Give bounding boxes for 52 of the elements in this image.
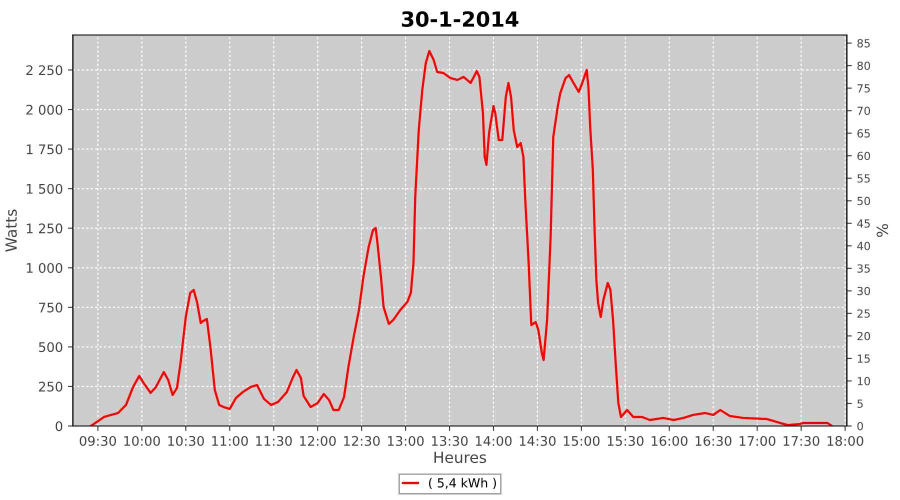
y2-tick-label: 35 xyxy=(857,264,870,273)
y-tick-label: 750 xyxy=(39,302,62,313)
y2-tick-label: 15 xyxy=(858,354,870,363)
y-tick-label: 2 250 xyxy=(26,65,62,76)
chart-title: 30-1-2014 xyxy=(402,11,518,27)
x-tick-label: 16:30 xyxy=(696,436,732,446)
y2-tick-label: 80 xyxy=(857,62,870,70)
y-tick-label: 2 000 xyxy=(26,104,62,115)
x-tick-label: 13:00 xyxy=(388,436,424,446)
y2-tick-label: 0 xyxy=(857,422,863,430)
x-tick-label: 11:00 xyxy=(212,436,248,446)
y-tick-label: 250 xyxy=(38,382,62,392)
x-tick-label: 17:30 xyxy=(784,436,820,446)
y2-tick-label: 25 xyxy=(857,309,870,318)
y2-tick-label: 45 xyxy=(857,219,870,228)
y2-tick-label: 50 xyxy=(857,196,870,206)
y-tick-label: 1 500 xyxy=(26,184,62,194)
x-tick-label: 14:30 xyxy=(520,436,556,446)
y2-tick-label: 70 xyxy=(858,106,870,116)
y2-tick-label: 85 xyxy=(857,39,870,48)
legend-label: ( 5,4 kWh ) xyxy=(429,478,496,490)
x-tick-label: 10:30 xyxy=(168,436,204,446)
y2-tick-label: 20 xyxy=(857,332,870,340)
x-tick-label: 15:30 xyxy=(608,436,644,446)
x-tick-label: 09:30 xyxy=(80,436,116,446)
y-tick-label: 1 250 xyxy=(26,223,62,234)
x-tick-label: 16:00 xyxy=(652,436,688,446)
x-tick-label: 18:00 xyxy=(828,436,864,446)
x-tick-label: 13:30 xyxy=(432,436,468,446)
x-tick-label: 12:30 xyxy=(344,436,380,446)
y-tick-label: 0 xyxy=(56,421,62,432)
y2-tick-label: 30 xyxy=(857,286,870,296)
line-series xyxy=(90,50,834,426)
x-tick-label: 14:00 xyxy=(476,436,512,446)
x-tick-label: 17:00 xyxy=(740,436,776,446)
y2-tick-label: 55 xyxy=(857,174,870,183)
y2-tick-label: 60 xyxy=(857,152,870,160)
y2-tick-label: 65 xyxy=(857,129,870,138)
y2-tick-label: 10 xyxy=(858,376,870,386)
x-tick-label: 10:00 xyxy=(124,436,160,446)
y2-tick-label: 75 xyxy=(858,84,870,93)
x-tick-label: 11:30 xyxy=(256,436,292,446)
y-axis-title: Watts xyxy=(6,210,17,252)
y-tick-label: 1 000 xyxy=(26,262,62,273)
y2-tick-label: 40 xyxy=(857,242,870,250)
y-tick-label: 500 xyxy=(39,342,62,352)
x-tick-label: 15:00 xyxy=(564,436,600,446)
x-tick-label: 12:00 xyxy=(300,436,336,446)
y-tick-label: 1 750 xyxy=(26,144,62,154)
x-axis-title: Heures xyxy=(434,452,486,464)
y2-axis-title: % xyxy=(876,224,888,237)
y2-tick-label: 5 xyxy=(857,400,863,408)
